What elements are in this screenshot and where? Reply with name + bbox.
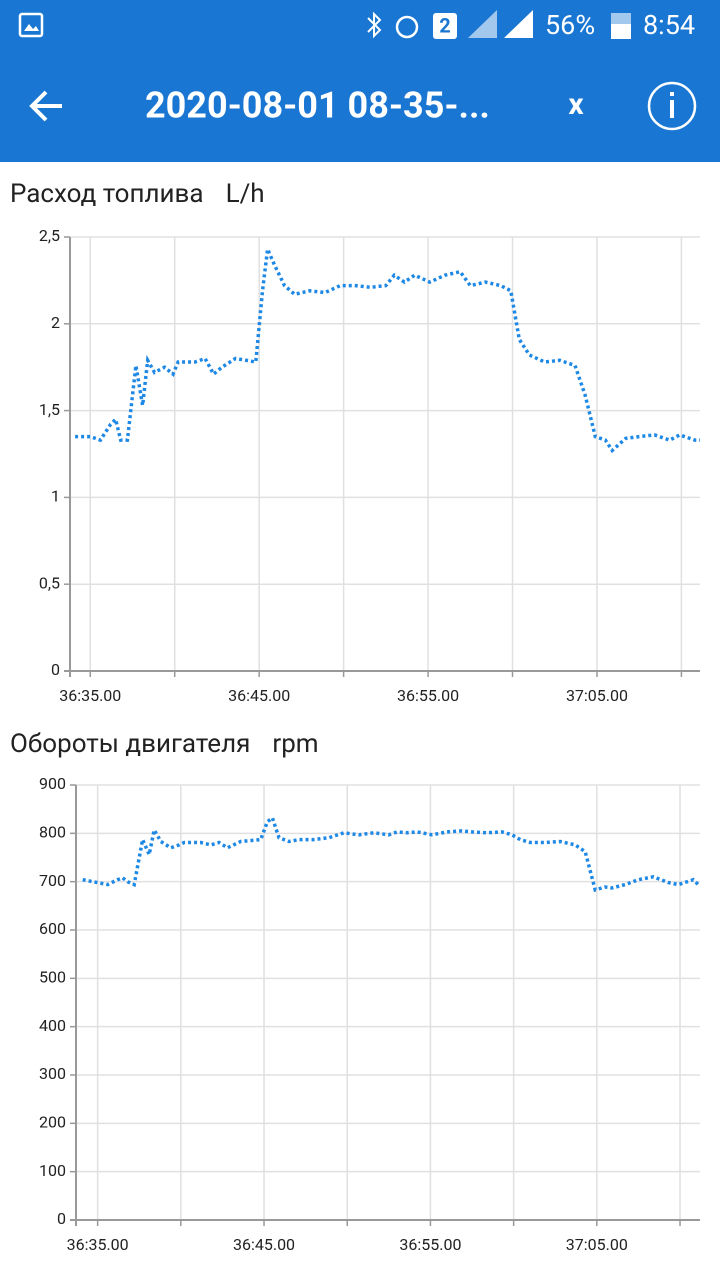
signal-icon-2 bbox=[504, 10, 533, 38]
app-header bbox=[0, 0, 720, 162]
x-tick-label: 36:45.00 bbox=[228, 686, 290, 705]
y-tick-label: 300 bbox=[39, 1064, 66, 1083]
chart-unit: rpm bbox=[272, 729, 318, 759]
y-tick-label: 1,5 bbox=[39, 400, 60, 419]
chart-title: Расход топлива L/h bbox=[10, 179, 265, 209]
y-tick-label: 1 bbox=[51, 487, 60, 506]
battery-percent: 56% bbox=[545, 9, 595, 41]
y-tick-label: 700 bbox=[39, 871, 66, 890]
chart-title-text: Обороты двигателя bbox=[10, 729, 250, 759]
back-button[interactable] bbox=[29, 90, 62, 122]
data-line bbox=[75, 242, 700, 454]
clock: 8:54 bbox=[643, 9, 695, 41]
info-button[interactable] bbox=[647, 81, 697, 131]
alarm-icon bbox=[395, 15, 419, 39]
chart-title-text: Расход топлива bbox=[10, 179, 204, 209]
y-tick-label: 200 bbox=[39, 1113, 66, 1132]
x-tick-label: 36:45.00 bbox=[233, 1235, 295, 1254]
x-tick-label: 37:05.00 bbox=[566, 1235, 628, 1254]
y-tick-label: 900 bbox=[39, 774, 66, 793]
signal-icon-1 bbox=[468, 10, 497, 38]
data-line bbox=[82, 815, 700, 893]
x-tick-label: 36:35.00 bbox=[67, 1235, 129, 1254]
info-dot bbox=[670, 92, 674, 96]
y-tick-label: 800 bbox=[39, 823, 66, 842]
info-stem bbox=[670, 100, 674, 118]
y-tick-label: 2,5 bbox=[39, 226, 60, 245]
x-tick-label: 36:55.00 bbox=[399, 1235, 461, 1254]
back-arrow bbox=[29, 90, 62, 122]
close-button[interactable]: x bbox=[568, 87, 584, 122]
chart-unit: L/h bbox=[226, 179, 265, 209]
y-tick-label: 0 bbox=[51, 660, 60, 679]
info-circle bbox=[647, 81, 697, 131]
x-tick-label: 36:55.00 bbox=[397, 686, 459, 705]
y-tick-label: 500 bbox=[39, 968, 66, 987]
x-tick-label: 36:35.00 bbox=[59, 686, 121, 705]
battery-level bbox=[611, 24, 631, 39]
sim-number: 2 bbox=[439, 13, 450, 37]
y-tick-label: 100 bbox=[39, 1161, 66, 1180]
gallery-icon-shape bbox=[24, 24, 39, 31]
y-tick-label: 2 bbox=[51, 313, 60, 332]
chart-title: Обороты двигателя rpm bbox=[10, 729, 319, 759]
y-tick-label: 400 bbox=[39, 1016, 66, 1035]
y-tick-label: 600 bbox=[39, 919, 66, 938]
app-title: 2020-08-01 08-35-... bbox=[145, 85, 490, 127]
x-tick-label: 37:05.00 bbox=[566, 686, 628, 705]
sim-badge bbox=[433, 13, 457, 39]
bluetooth-icon bbox=[367, 11, 382, 39]
y-tick-label: 0,5 bbox=[39, 573, 60, 592]
y-tick-label: 0 bbox=[57, 1209, 66, 1228]
gallery-icon bbox=[18, 12, 44, 38]
